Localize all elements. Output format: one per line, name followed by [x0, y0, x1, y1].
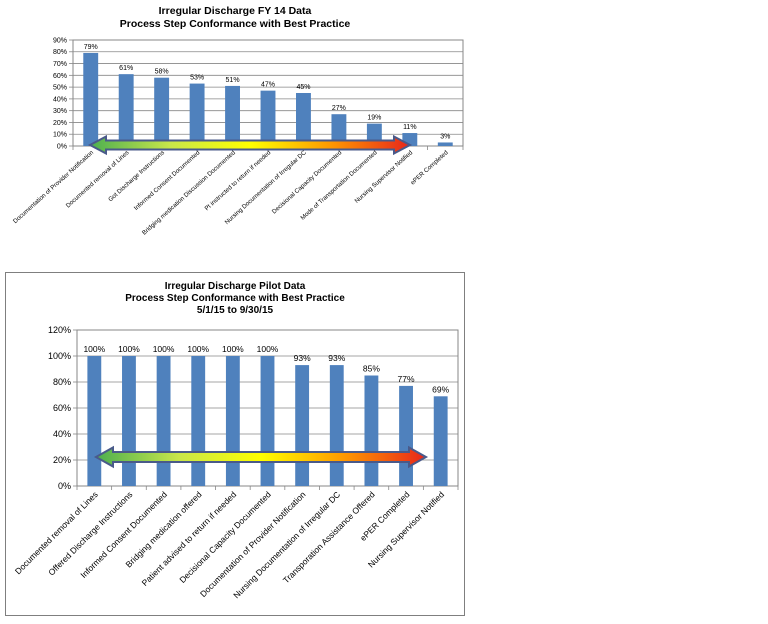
category-label: Decisional Capacity Documented [271, 149, 344, 216]
bar [191, 356, 206, 486]
data-label: 100% [83, 344, 105, 354]
data-label: 27% [332, 105, 346, 112]
fy14-title-line: Irregular Discharge FY 14 Data [158, 5, 312, 17]
bar [118, 74, 134, 146]
y-tick-label: 0% [58, 481, 71, 491]
data-label: 69% [432, 384, 449, 394]
pilot-subtitle-line: Process Step Conformance with Best Pract… [125, 293, 345, 304]
fy14-plot: 0% 10% 20% 30% 40% 50% 60% 70% 80% 90% 79% Document… [12, 37, 464, 237]
bar [437, 142, 453, 146]
bar [225, 85, 240, 146]
data-label: 11% [403, 124, 417, 131]
fy14-subtitle-line: Process Step Conformance with Best Pract… [119, 18, 351, 30]
y-tick-label: 50% [53, 85, 67, 92]
y-tick-label: 80% [53, 49, 67, 56]
data-label: 53% [190, 75, 204, 82]
gradient-arrow [87, 134, 413, 156]
bar [122, 356, 136, 486]
category-label: Documented removal of Lines [65, 149, 131, 209]
fy14-chart-title: Irregular Discharge FY 14 Data Process S… [0, 5, 470, 31]
y-tick-label: 10% [53, 132, 67, 139]
data-label: 100% [187, 344, 209, 354]
category-label: Informed Consent Documented [133, 149, 202, 212]
category-label: Mode of Transportation Documented [299, 149, 379, 222]
data-label: 47% [261, 82, 275, 89]
pilot-title-line: Irregular Discharge Pilot Data [164, 281, 306, 292]
data-label: 100% [118, 344, 140, 354]
pilot-date-range: 5/1/15 to 9/30/15 [196, 305, 274, 316]
bar [154, 77, 170, 146]
data-label: 51% [226, 77, 240, 84]
data-label: 3% [440, 133, 450, 140]
data-label: 79% [84, 44, 98, 51]
category-label: Nursing Supervisor Notified [353, 149, 414, 205]
y-tick-label: 60% [53, 403, 71, 413]
bar [225, 356, 240, 486]
y-tick-label: 60% [53, 73, 67, 80]
y-tick-label: 40% [53, 429, 71, 439]
bar [260, 356, 275, 486]
bar [331, 114, 347, 146]
y-tick-label: 120% [48, 325, 71, 335]
data-label: 100% [257, 344, 279, 354]
data-label: 45% [296, 84, 310, 91]
pilot-plot: 0%20%40%60%80%100%120%100%Documented rem… [13, 325, 459, 600]
fy14-chart: Irregular Discharge FY 14 Data Process S… [0, 0, 470, 260]
data-label: 58% [155, 69, 169, 76]
data-label: 19% [367, 115, 381, 122]
data-label: 93% [294, 353, 311, 363]
y-tick-label: 40% [53, 96, 67, 103]
bar [296, 93, 311, 146]
y-tick-label: 0% [57, 143, 67, 150]
data-label: 100% [153, 344, 175, 354]
bar [364, 375, 379, 486]
bar [189, 83, 205, 146]
data-label: 85% [363, 364, 380, 374]
bar [329, 365, 344, 486]
bar [295, 365, 310, 486]
bar [260, 90, 276, 146]
bar [433, 396, 448, 486]
data-label: 61% [119, 65, 133, 72]
y-tick-label: 70% [53, 61, 67, 68]
gradient-arrow [93, 445, 429, 469]
bar [399, 385, 413, 486]
bar [156, 356, 171, 486]
data-label: 100% [222, 344, 244, 354]
y-tick-label: 80% [53, 377, 71, 387]
y-tick-label: 30% [53, 108, 67, 115]
y-tick-label: 90% [53, 37, 67, 44]
y-tick-label: 100% [48, 351, 71, 361]
data-label: 93% [328, 353, 345, 363]
data-label: 77% [398, 374, 415, 384]
y-tick-label: 20% [53, 120, 67, 127]
category-label: Pt instructed to return if needed [203, 149, 272, 212]
bar [87, 356, 102, 486]
pilot-chart-title: Irregular Discharge Pilot Data Process S… [6, 281, 464, 317]
bar [83, 52, 99, 147]
pilot-chart: Irregular Discharge Pilot Data Process S… [5, 272, 465, 616]
category-label: ePER Completed [409, 149, 450, 187]
y-tick-label: 20% [53, 455, 71, 465]
